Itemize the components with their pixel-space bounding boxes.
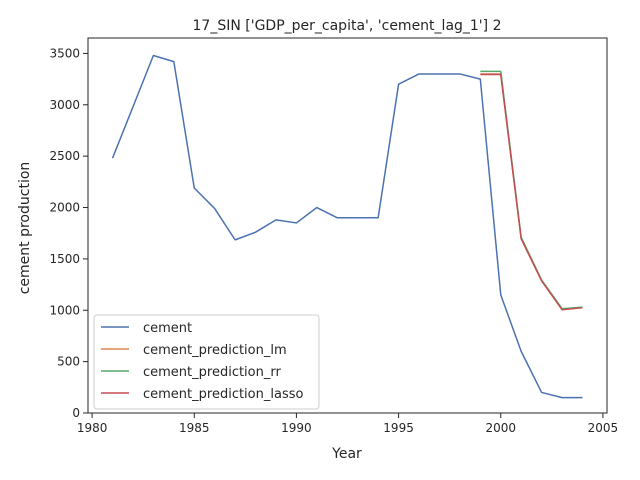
y-tick-label: 3000 <box>49 98 80 112</box>
y-tick-label: 2500 <box>49 149 80 163</box>
legend-entry: cement <box>143 321 192 336</box>
x-tick-label: 1995 <box>383 421 414 435</box>
series-line-cement-prediction-lasso <box>480 73 583 311</box>
chart-title: 17_SIN ['GDP_per_capita', 'cement_lag_1'… <box>193 18 502 34</box>
y-tick-label: 500 <box>57 355 80 369</box>
legend: cement cement_prediction_lm cement_predict… <box>93 314 320 410</box>
series-line-cement <box>111 54 583 399</box>
y-tick-label: 3500 <box>49 46 80 60</box>
x-tick-label: 2005 <box>588 421 619 435</box>
y-axis: 0 500 1000 1500 2000 2500 3000 3500 <box>49 46 88 420</box>
x-tick-label: 2000 <box>485 421 516 435</box>
legend-box <box>93 314 320 410</box>
x-tick-label: 1980 <box>77 421 108 435</box>
legend-entry: cement_prediction_rr <box>143 365 281 380</box>
x-axis-label: Year <box>331 446 362 462</box>
x-tick-label: 1990 <box>281 421 312 435</box>
y-tick-label: 0 <box>72 406 80 420</box>
legend-entry: cement_prediction_lasso <box>143 387 303 402</box>
y-tick-label: 1000 <box>49 303 80 317</box>
legend-entry: cement_prediction_lm <box>143 343 287 358</box>
y-tick-label: 1500 <box>49 252 80 266</box>
y-tick-label: 2000 <box>49 201 80 215</box>
y-axis-label: cement production <box>17 162 33 295</box>
x-axis: 1980 1985 1990 1995 2000 2005 <box>77 413 618 435</box>
x-tick-label: 1985 <box>179 421 210 435</box>
